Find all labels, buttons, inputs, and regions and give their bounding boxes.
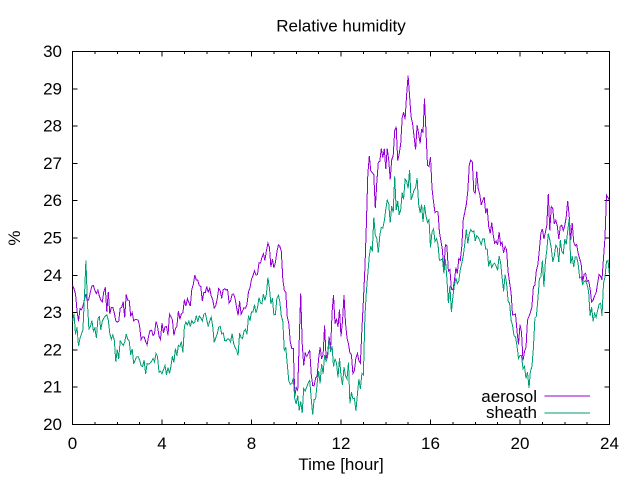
svg-text:%: % — [5, 230, 24, 245]
svg-text:21: 21 — [43, 378, 62, 397]
svg-text:8: 8 — [247, 434, 256, 453]
svg-text:20: 20 — [511, 434, 530, 453]
svg-text:4: 4 — [157, 434, 166, 453]
svg-text:29: 29 — [43, 79, 62, 98]
svg-text:aerosol: aerosol — [481, 387, 537, 406]
svg-text:26: 26 — [43, 191, 62, 210]
svg-text:30: 30 — [43, 42, 62, 61]
svg-text:23: 23 — [43, 303, 62, 322]
svg-text:25: 25 — [43, 229, 62, 248]
svg-text:0: 0 — [68, 434, 77, 453]
svg-text:24: 24 — [43, 266, 62, 285]
svg-text:Relative humidity: Relative humidity — [276, 17, 406, 36]
svg-text:Time [hour]: Time [hour] — [298, 455, 383, 474]
svg-text:24: 24 — [600, 434, 619, 453]
svg-text:12: 12 — [332, 434, 351, 453]
svg-text:20: 20 — [43, 415, 62, 434]
svg-text:22: 22 — [43, 340, 62, 359]
svg-text:sheath: sheath — [486, 403, 537, 422]
svg-text:27: 27 — [43, 154, 62, 173]
svg-text:28: 28 — [43, 117, 62, 136]
svg-text:16: 16 — [421, 434, 440, 453]
